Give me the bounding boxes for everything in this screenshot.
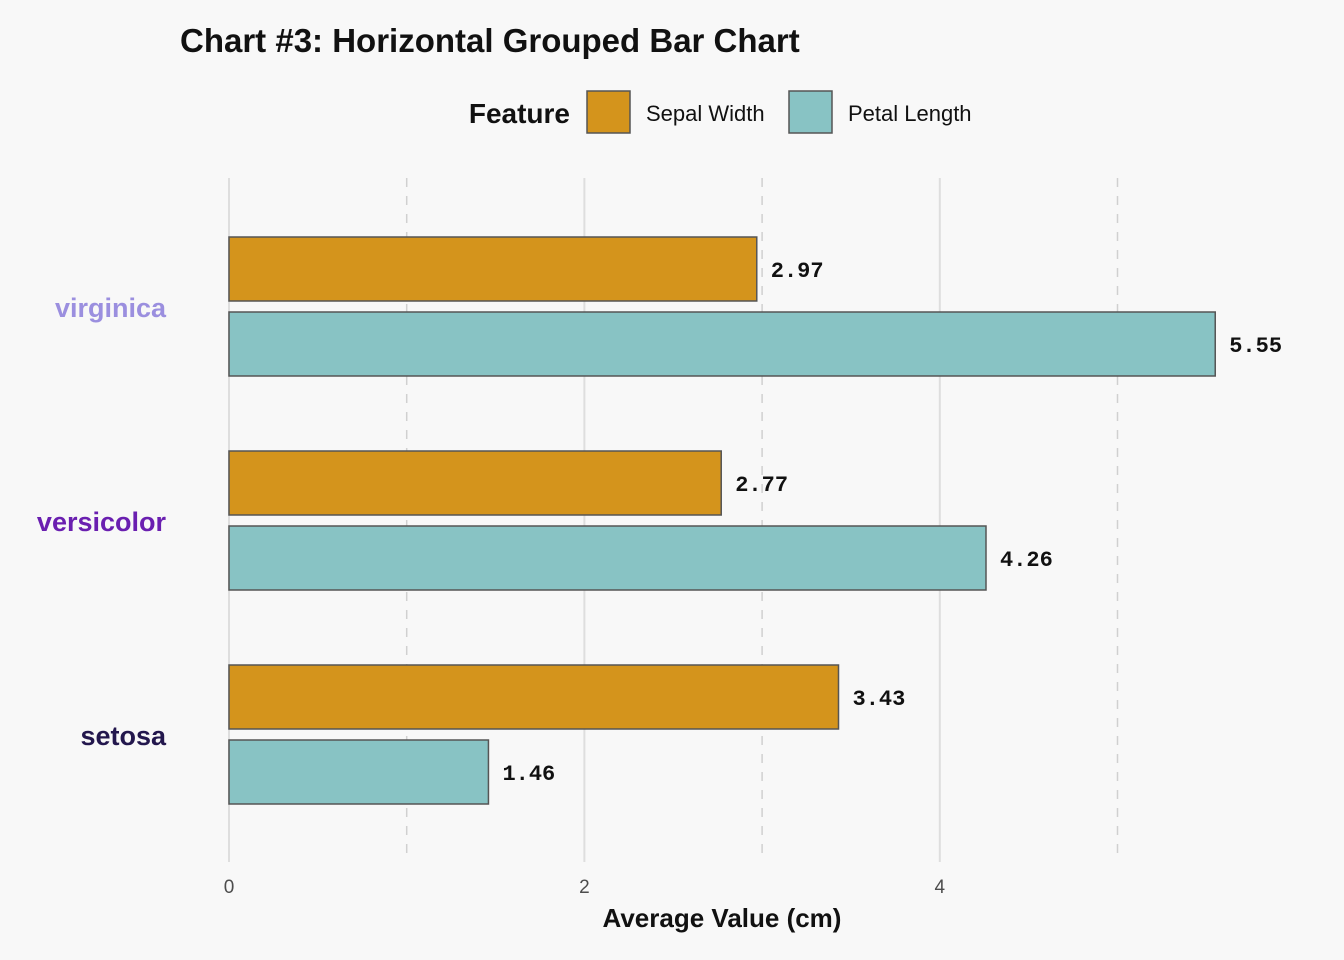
x-tick-label: 2 bbox=[579, 877, 590, 898]
legend-label-petal-length: Petal Length bbox=[848, 101, 972, 126]
category-label-setosa: setosa bbox=[80, 721, 167, 751]
bar-virginica-petal-length bbox=[228, 311, 1216, 377]
category-label-virginica: virginica bbox=[55, 293, 167, 323]
bar-setosa-petal-length bbox=[228, 739, 490, 805]
x-tick-label: 0 bbox=[224, 877, 235, 898]
value-label-setosa-sepal-width: 3.43 bbox=[853, 687, 906, 712]
bar-versicolor-petal-length bbox=[228, 525, 987, 591]
bar-virginica-sepal-width bbox=[228, 236, 758, 302]
value-label-setosa-petal-length: 1.46 bbox=[502, 762, 555, 787]
bar-versicolor-sepal-width bbox=[228, 450, 722, 516]
value-labels: 2.97 5.55 2.77 4.26 3.43 1.46 bbox=[502, 259, 1282, 787]
chart-title: Chart #3: Horizontal Grouped Bar Chart bbox=[180, 22, 800, 59]
legend-label-sepal-width: Sepal Width bbox=[646, 101, 765, 126]
value-label-virginica-petal-length: 5.55 bbox=[1229, 334, 1282, 359]
legend-swatch-petal-length bbox=[788, 90, 833, 134]
category-label-versicolor: versicolor bbox=[37, 507, 167, 537]
x-tick-label: 4 bbox=[935, 877, 946, 898]
value-label-versicolor-petal-length: 4.26 bbox=[1000, 548, 1053, 573]
legend: Feature Sepal Width Petal Length bbox=[469, 90, 972, 134]
x-axis-ticks: 0 2 4 bbox=[224, 877, 946, 898]
value-label-versicolor-sepal-width: 2.77 bbox=[735, 473, 788, 498]
x-axis-title: Average Value (cm) bbox=[603, 903, 842, 933]
bar-setosa-sepal-width bbox=[228, 664, 840, 730]
legend-title: Feature bbox=[469, 98, 570, 129]
bars bbox=[228, 236, 1216, 805]
value-label-virginica-sepal-width: 2.97 bbox=[771, 259, 824, 284]
category-labels: virginica versicolor setosa bbox=[37, 293, 167, 751]
legend-swatch-sepal-width bbox=[586, 90, 631, 134]
